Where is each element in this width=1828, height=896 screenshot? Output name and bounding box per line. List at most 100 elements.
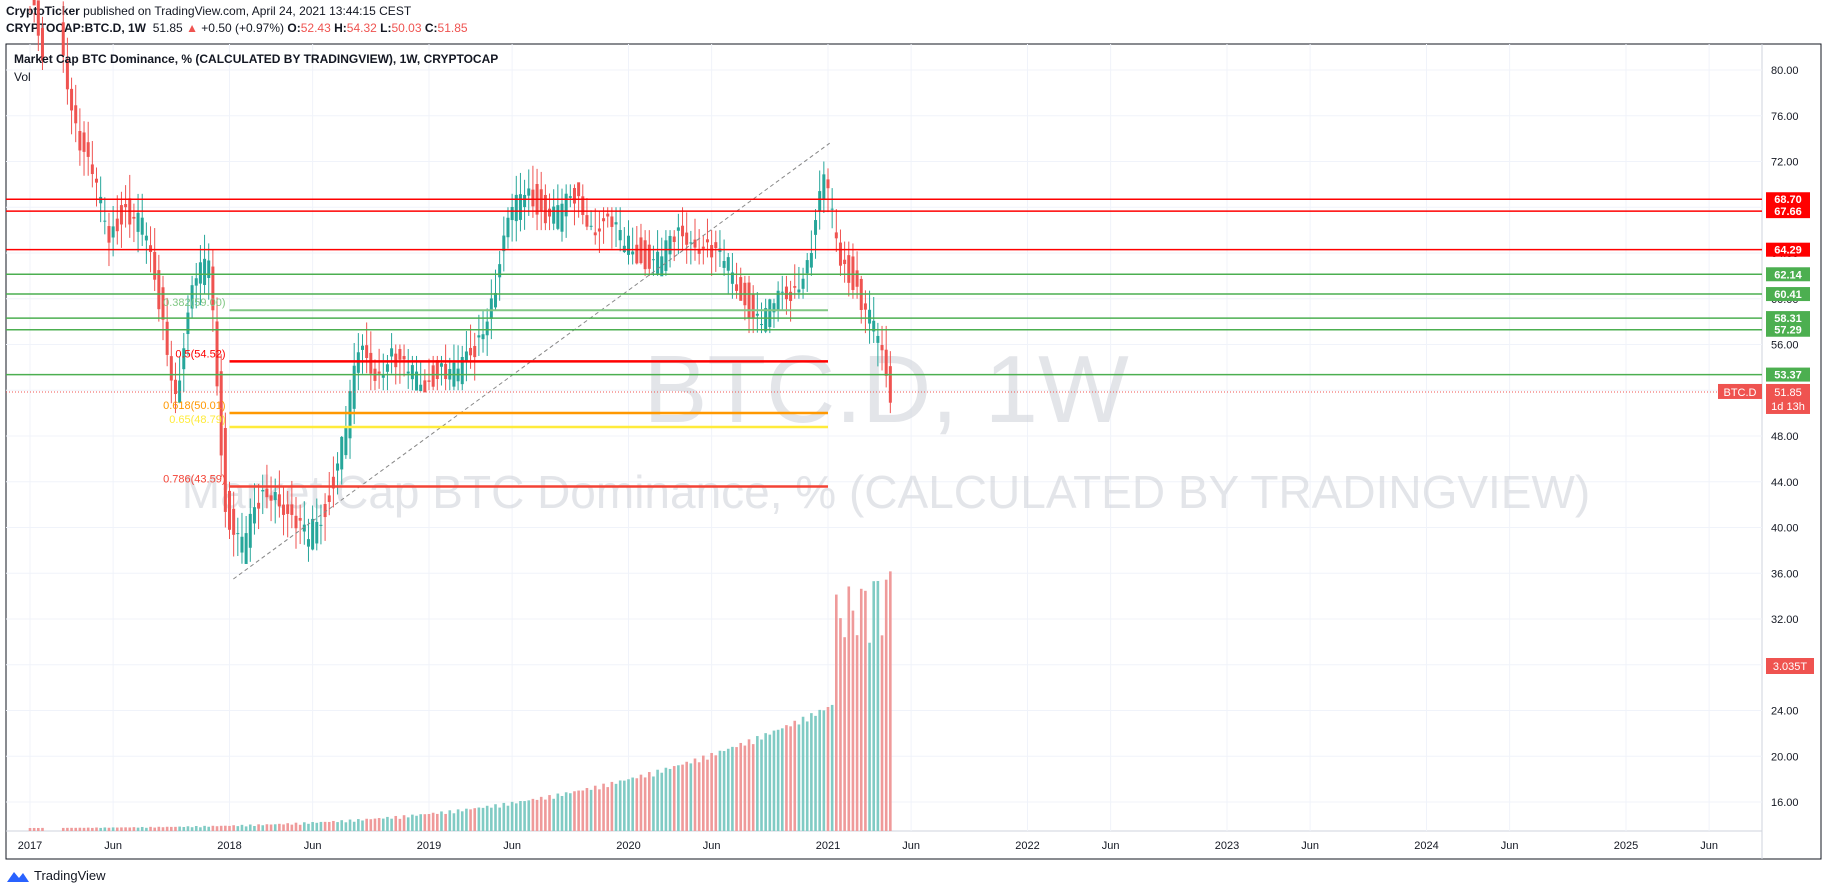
candle-body xyxy=(884,349,888,376)
volume-bar xyxy=(178,826,181,831)
candle-body xyxy=(323,504,327,518)
low-value: 50.03 xyxy=(391,21,422,35)
volume-bar xyxy=(726,748,730,831)
volume-bar xyxy=(627,779,630,831)
candle-body xyxy=(622,245,626,253)
candle-body xyxy=(805,260,809,274)
volume-bar xyxy=(386,816,389,831)
candle-body xyxy=(689,242,693,244)
candle-body xyxy=(685,232,689,245)
candle-body xyxy=(70,88,74,111)
volume-bar xyxy=(672,766,676,831)
candle-body xyxy=(539,189,543,211)
candle-body xyxy=(847,255,851,283)
volume-bar xyxy=(415,815,418,831)
level-tag-box xyxy=(1766,204,1810,219)
candle-body xyxy=(726,257,730,271)
change-value: +0.50 (+0.97%) xyxy=(201,21,285,35)
candle-body xyxy=(801,278,805,289)
volume-bar xyxy=(822,710,826,831)
candle-body xyxy=(86,142,90,157)
volume-bar xyxy=(377,818,381,831)
volume-bar xyxy=(614,783,618,831)
volume-bar xyxy=(880,635,884,831)
volume-bar xyxy=(643,777,647,831)
year-tick-label: 2020 xyxy=(616,840,640,852)
volume-bar xyxy=(215,826,219,831)
volume-bar xyxy=(498,807,501,831)
candle-body xyxy=(385,364,389,372)
candle-body xyxy=(784,286,788,300)
volume-bar xyxy=(394,815,398,831)
candle-body xyxy=(464,351,468,363)
candle-body xyxy=(705,239,709,243)
volume-bar xyxy=(689,763,693,831)
volume-bar xyxy=(244,826,248,831)
volume-bar xyxy=(315,822,319,831)
volume-bar xyxy=(174,826,177,831)
volume-bar xyxy=(776,729,780,831)
footer-brand[interactable]: TradingView xyxy=(34,868,106,883)
volume-bar xyxy=(793,720,797,831)
volume-bar xyxy=(685,761,688,831)
volume-bar xyxy=(140,826,144,831)
candle-body xyxy=(36,0,40,36)
volume-bar xyxy=(510,801,514,831)
candle-body xyxy=(410,365,414,380)
candle-body xyxy=(240,536,244,553)
volume-bar xyxy=(610,781,614,831)
month-tick-label: Jun xyxy=(1102,840,1120,852)
candle-body xyxy=(631,251,635,255)
candle-body xyxy=(572,188,576,204)
volume-bar xyxy=(884,579,888,831)
candle-body xyxy=(402,356,406,360)
horizontal-levels[interactable] xyxy=(6,198,1762,376)
fib-levels[interactable]: 0.382(59.00) 0.5(54.52) 0.618(50.01) 0.65(4… xyxy=(163,297,828,488)
volume-bar xyxy=(693,758,697,831)
year-tick-label: 2025 xyxy=(1614,840,1638,852)
candle-body xyxy=(248,513,252,548)
volume-bar xyxy=(153,827,156,831)
volume-bar xyxy=(660,772,664,831)
volume-bar xyxy=(805,721,809,831)
candle-body xyxy=(306,539,310,547)
volume-bar xyxy=(835,594,838,831)
volume-bar xyxy=(411,814,414,831)
candle-body xyxy=(327,495,331,502)
volume-bar xyxy=(569,793,572,831)
close-value: 51.85 xyxy=(152,21,183,35)
volume-bar xyxy=(115,827,119,831)
candle-body xyxy=(273,492,277,501)
price-axis[interactable]: 80.0076.0072.0068.0064.0060.0056.0052.00… xyxy=(1771,65,1799,809)
candle-body xyxy=(119,205,123,225)
level-tag-label: 67.66 xyxy=(1774,206,1802,218)
volume-bar xyxy=(261,825,265,831)
publisher-name[interactable]: CryptoTicker xyxy=(6,4,80,18)
volume-bar xyxy=(706,759,709,831)
last-price-box xyxy=(1766,383,1810,414)
candle-body xyxy=(651,259,655,261)
volume-bar xyxy=(656,769,659,831)
candle-body xyxy=(381,375,385,378)
candle-body xyxy=(473,346,477,358)
volume-bar xyxy=(768,734,772,831)
candle-body xyxy=(660,256,664,277)
close-label: C: xyxy=(424,21,438,35)
volume-bar xyxy=(577,790,580,831)
candles xyxy=(29,0,892,564)
volume-bar xyxy=(307,823,310,831)
candle-body xyxy=(149,245,153,252)
time-axis[interactable]: 2017 Jun 2018 Jun 2019 Jun 2020 Jun 2021 Jun 2022 J… xyxy=(18,840,1718,852)
volume-bar xyxy=(764,733,767,831)
month-tick-label: Jun xyxy=(1501,840,1519,852)
candle-body xyxy=(647,244,651,269)
candle-body xyxy=(169,356,173,381)
volume-bar xyxy=(448,810,452,831)
candle-body xyxy=(361,345,364,350)
volume-bar xyxy=(598,789,601,831)
volume-bar xyxy=(859,588,863,831)
candle-body xyxy=(722,261,726,268)
volume-bar xyxy=(664,767,668,831)
candle-body xyxy=(415,371,419,391)
